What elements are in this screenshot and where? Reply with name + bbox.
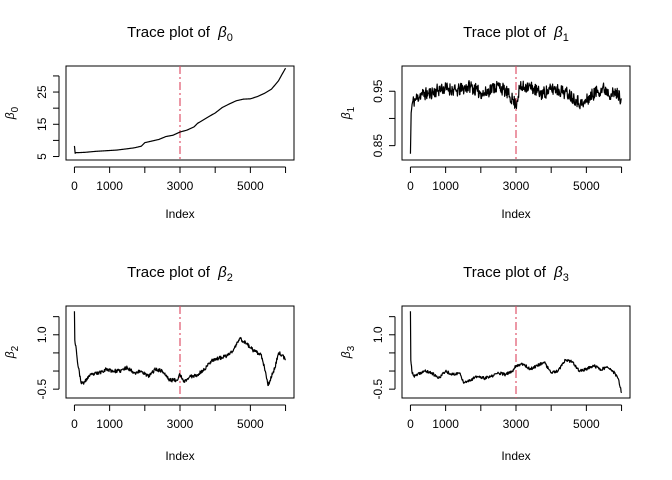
x-axis-label: Index bbox=[165, 449, 194, 463]
x-tick-label: 0 bbox=[407, 179, 414, 193]
y-label-subscript: 2 bbox=[10, 345, 21, 351]
x-axis-label: Index bbox=[165, 207, 194, 221]
x-tick-label: 5000 bbox=[573, 179, 600, 193]
trace-panel-2: Trace plot of β20 1000 3000 5000-0.51.0Inde… bbox=[3, 264, 295, 463]
y-label-subscript: 0 bbox=[10, 106, 21, 112]
y-tick-label: 1.0 bbox=[371, 326, 385, 343]
x-tick-label: 5000 bbox=[237, 179, 264, 193]
x-tick-label: 1000 bbox=[96, 417, 123, 431]
y-tick-label: 0.95 bbox=[371, 79, 385, 103]
x-tick-label: 1000 bbox=[96, 179, 123, 193]
trace-panel-3: Trace plot of β30 1000 3000 5000-0.51.0Inde… bbox=[339, 264, 631, 463]
y-axis-label: β3 bbox=[339, 345, 357, 359]
title-symbol: β bbox=[553, 264, 563, 281]
x-tick-label: 5000 bbox=[573, 417, 600, 431]
y-tick-label: 1.0 bbox=[35, 326, 49, 343]
title-prefix: Trace plot of bbox=[127, 264, 214, 281]
y-tick-label: -0.5 bbox=[35, 378, 49, 399]
x-tick-label: 0 bbox=[407, 417, 414, 431]
chart-title: Trace plot of β0 bbox=[127, 24, 233, 44]
trace-series-0 bbox=[73, 67, 287, 154]
x-axis-label: Index bbox=[501, 449, 530, 463]
title-subscript: 0 bbox=[227, 32, 233, 44]
x-tick-label: 3000 bbox=[503, 179, 530, 193]
plot-frame bbox=[401, 305, 631, 399]
y-tick-label: -0.5 bbox=[371, 378, 385, 399]
y-tick-label: 5 bbox=[35, 153, 49, 160]
y-label-subscript: 3 bbox=[346, 345, 357, 351]
trace-panel-0: Trace plot of β00 1000 3000 500051525Indexβ… bbox=[3, 24, 295, 221]
title-symbol: β bbox=[553, 24, 563, 41]
x-tick-label: 5000 bbox=[237, 417, 264, 431]
y-label-symbol: β bbox=[3, 112, 17, 120]
x-tick-label: 1000 bbox=[432, 179, 459, 193]
title-prefix: Trace plot of bbox=[463, 24, 550, 41]
x-tick-label: 3000 bbox=[167, 417, 194, 431]
y-axis-label: β2 bbox=[3, 345, 21, 359]
x-tick-label: 0 bbox=[71, 179, 78, 193]
x-tick-label: 3000 bbox=[503, 417, 530, 431]
y-tick-label: 15 bbox=[35, 117, 49, 131]
title-symbol: β bbox=[217, 24, 227, 41]
title-symbol: β bbox=[217, 264, 227, 281]
title-subscript: 3 bbox=[563, 272, 569, 284]
chart-title: Trace plot of β1 bbox=[463, 24, 569, 44]
y-axis-label: β1 bbox=[339, 106, 357, 120]
y-label-symbol: β bbox=[339, 112, 353, 120]
x-tick-label: 1000 bbox=[432, 417, 459, 431]
title-subscript: 1 bbox=[563, 32, 569, 44]
y-label-symbol: β bbox=[3, 351, 17, 359]
trace-series-0 bbox=[409, 79, 623, 154]
x-tick-label: 0 bbox=[71, 417, 78, 431]
trace-series-0 bbox=[73, 311, 287, 387]
y-label-subscript: 1 bbox=[346, 106, 357, 112]
y-tick-label: 25 bbox=[35, 85, 49, 99]
y-label-symbol: β bbox=[339, 351, 353, 359]
y-axis-label: β0 bbox=[3, 106, 21, 120]
x-axis-label: Index bbox=[501, 207, 530, 221]
title-subscript: 2 bbox=[227, 272, 233, 284]
plot-frame bbox=[65, 305, 295, 399]
chart-title: Trace plot of β2 bbox=[127, 264, 233, 284]
title-prefix: Trace plot of bbox=[127, 24, 214, 41]
plot-frame bbox=[65, 65, 295, 161]
x-tick-label: 3000 bbox=[167, 179, 194, 193]
plot-frame bbox=[401, 65, 631, 161]
title-prefix: Trace plot of bbox=[463, 264, 550, 281]
trace-series-0 bbox=[409, 311, 623, 394]
y-tick-label: 0.85 bbox=[371, 134, 385, 158]
trace-panel-1: Trace plot of β10 1000 3000 50000.850.95Ind… bbox=[339, 24, 631, 221]
chart-title: Trace plot of β3 bbox=[463, 264, 569, 284]
